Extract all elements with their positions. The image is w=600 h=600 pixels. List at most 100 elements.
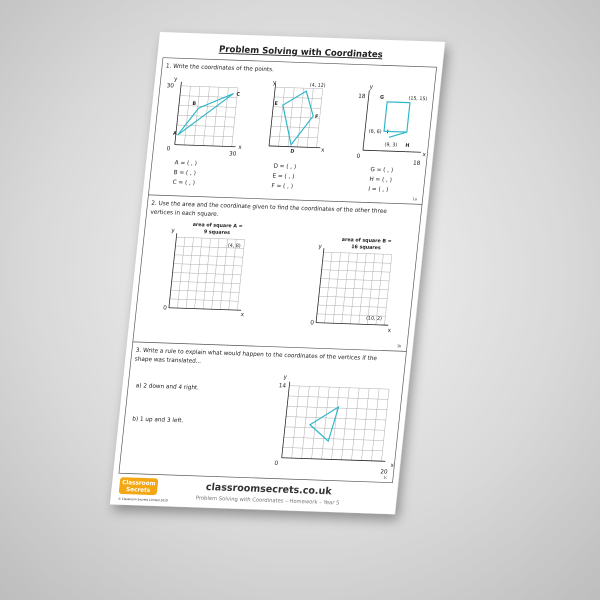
- divider: [148, 194, 423, 205]
- grid-line: [271, 126, 319, 129]
- caption: 9 squares: [204, 229, 231, 236]
- axis: [268, 145, 321, 149]
- grid-line: [284, 426, 385, 431]
- answer: I = ( , ): [368, 187, 389, 194]
- axis-label: y: [174, 77, 179, 83]
- axis-label: 20: [380, 469, 388, 475]
- point-label: C: [236, 92, 241, 98]
- question: a) 2 down and 4 right.: [135, 383, 199, 391]
- caption: area of square A =: [192, 222, 242, 230]
- axis-label: 18: [358, 94, 366, 100]
- grid-line: [170, 289, 240, 293]
- caption: area of square B =: [341, 237, 391, 245]
- axis-label: 0: [163, 305, 168, 311]
- given-point: (9, 3): [384, 142, 397, 149]
- axis: [281, 381, 291, 458]
- copyright: © Classroom Secrets Limited 2019: [118, 497, 168, 503]
- prompt: vertices in each square.: [150, 210, 219, 218]
- frame: [118, 57, 437, 484]
- caption: 16 squares: [351, 244, 381, 251]
- grid-line: [319, 287, 389, 290]
- grid-line: [175, 245, 244, 249]
- grid-line: [179, 95, 237, 98]
- answer: C = ( , ): [172, 180, 195, 187]
- axis-label: 30: [166, 83, 174, 89]
- worksheet: Problem Solving with Coordinates 1. Writ…: [109, 32, 446, 515]
- grid-line: [283, 436, 384, 441]
- axis-label: x: [422, 152, 427, 158]
- given-point: (4, 8): [228, 243, 241, 250]
- answer: H = ( , ): [369, 177, 392, 184]
- axis-label: y: [369, 84, 374, 90]
- prompt: 1. Write the coordinates of the points.: [166, 64, 275, 74]
- axis: [362, 90, 370, 151]
- axis-label: y: [318, 244, 323, 250]
- axis: [174, 81, 182, 145]
- grid-line: [288, 395, 389, 400]
- point-label: A: [173, 131, 178, 137]
- answer: E = ( , ): [272, 173, 294, 180]
- point-label: E: [274, 101, 278, 107]
- grid-line: [286, 416, 386, 421]
- point-label: H: [405, 143, 410, 149]
- axis-label: y: [272, 80, 277, 86]
- grid-line: [316, 313, 386, 317]
- subtitle: Problem Solving with Coordinates – Homew…: [195, 495, 339, 506]
- grid-line: [351, 388, 360, 461]
- axis-label: x: [238, 145, 243, 151]
- grid-line: [178, 105, 236, 108]
- grid-line: [331, 387, 340, 460]
- grid-line: [317, 304, 387, 308]
- grid-line: [291, 386, 300, 459]
- axis-label: 0: [310, 320, 315, 326]
- grid-line: [321, 387, 330, 460]
- code: 1c: [383, 475, 387, 479]
- triangle: [177, 93, 234, 136]
- grid-line: [274, 96, 322, 99]
- given-point: (10, 2): [366, 315, 383, 322]
- grid-line: [341, 387, 350, 460]
- point-label: D: [290, 149, 295, 155]
- question: b) 1 up and 3 left.: [132, 416, 184, 424]
- axis: [315, 322, 389, 326]
- axis-label: 0: [166, 146, 171, 152]
- grid-line: [175, 134, 233, 138]
- grid-line: [173, 263, 242, 267]
- grid-line: [282, 447, 383, 452]
- point-label: F: [315, 114, 319, 120]
- grid-line: [322, 260, 392, 264]
- grid-line: [270, 135, 318, 138]
- segment: [388, 131, 407, 138]
- grid-line: [169, 298, 239, 302]
- axis-label: 0: [274, 461, 279, 467]
- logo: Classroom: [122, 480, 156, 487]
- paper: [109, 32, 446, 515]
- answer: F = ( , ): [271, 183, 293, 190]
- axis-label: x: [240, 312, 245, 318]
- prompt: shape was translated...: [134, 357, 201, 365]
- grid-line: [174, 254, 243, 258]
- axis: [362, 149, 421, 153]
- point-label: I: [386, 129, 389, 135]
- logo: Secrets: [126, 487, 151, 494]
- grid-line: [176, 124, 234, 128]
- divider: [132, 341, 407, 352]
- grid-line: [371, 388, 380, 461]
- axis-label: 0: [356, 154, 361, 160]
- kite: [282, 90, 314, 147]
- point-label: G: [380, 95, 385, 101]
- code: 1b: [397, 344, 402, 348]
- grid-line: [361, 388, 370, 461]
- logo-box: [118, 477, 159, 496]
- axis: [268, 83, 277, 146]
- axis-label: x: [390, 463, 395, 469]
- grid-line: [177, 115, 235, 118]
- grid-line: [275, 86, 323, 89]
- code: 1a: [413, 197, 418, 201]
- answer: G = ( , ): [370, 167, 393, 174]
- axis: [174, 144, 236, 148]
- grid-line: [320, 278, 390, 282]
- axis: [168, 233, 178, 308]
